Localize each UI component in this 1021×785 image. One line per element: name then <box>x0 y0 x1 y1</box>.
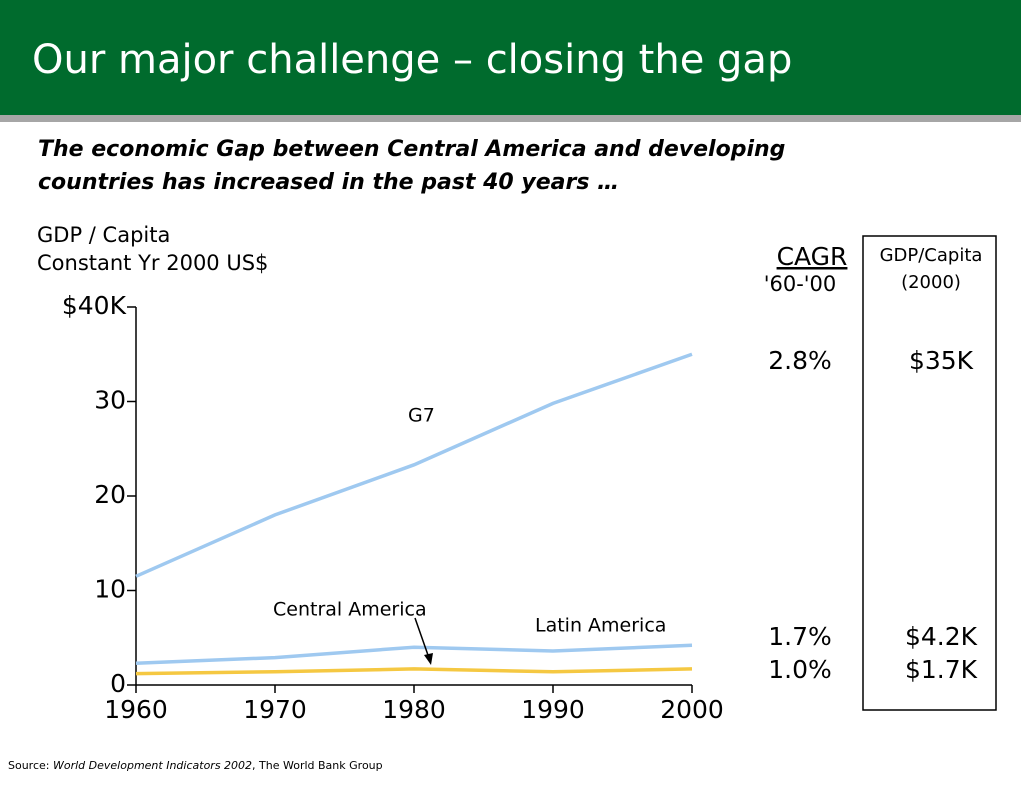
arrow <box>414 617 430 659</box>
y-tick-label: 30 <box>94 386 126 415</box>
cagr-value: 1.0% <box>768 655 832 684</box>
x-tick-label: 1980 <box>382 695 446 724</box>
header-bar <box>0 0 1021 115</box>
gdp-header: GDP/Capita <box>880 245 983 266</box>
x-tick-label: 2000 <box>660 695 724 724</box>
source-text: World Development Indicators 2002 <box>53 759 252 772</box>
series-label: G7 <box>408 405 435 427</box>
cagr-value: 2.8% <box>768 346 832 375</box>
plot: 0 10 20 30 $40K 1960 1970 1980 1990 2000 G7 Latin A… <box>62 291 724 724</box>
header-rule <box>0 115 1021 122</box>
gdp-box <box>862 235 997 711</box>
series-line <box>135 643 693 666</box>
source: Source: World Development Indicators 200… <box>8 759 383 772</box>
y-axis-label: GDP / Capita <box>37 223 170 247</box>
gdp-value: $35K <box>909 346 974 375</box>
cagr-value: 1.7% <box>768 622 832 651</box>
series-line <box>135 352 693 578</box>
subtitle: The economic Gap between Central America… <box>38 137 785 162</box>
arrow-head <box>424 653 433 665</box>
x-tick-label: 1970 <box>243 695 307 724</box>
y-tick-label: 0 <box>110 669 126 698</box>
x-tick-label: 1960 <box>104 695 168 724</box>
y-axis-label: Constant Yr 2000 US$ <box>37 251 268 275</box>
gdp-value: $1.7K <box>905 655 978 684</box>
x-tick-label: 1990 <box>521 695 585 724</box>
y-tick-label: 10 <box>94 575 126 604</box>
cagr-period: '60-'00 <box>764 272 837 296</box>
cagr-header: CAGR <box>777 242 848 271</box>
slide-title: Our major challenge – closing the gap <box>32 37 792 83</box>
series-label: Latin America <box>535 615 666 637</box>
source-text: , The World Bank Group <box>252 759 383 772</box>
gdp-header: (2000) <box>901 272 961 293</box>
y-tick-label: $40K <box>62 291 127 320</box>
y-tick-label: 20 <box>94 480 126 509</box>
series-line <box>135 667 693 676</box>
source-text: Source: <box>8 759 50 772</box>
gdp-value: $4.2K <box>905 622 978 651</box>
series-label: Central America <box>273 599 427 621</box>
subtitle: countries has increased in the past 40 y… <box>38 170 619 195</box>
